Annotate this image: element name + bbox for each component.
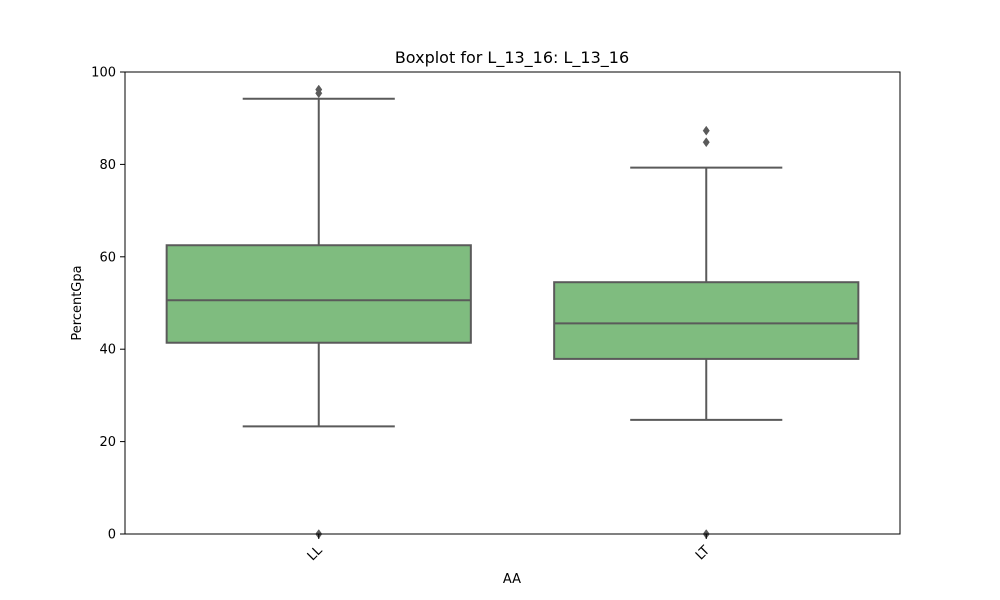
outlier-point — [702, 125, 710, 136]
box-group-lt — [553, 125, 860, 539]
y-axis: 0 20 40 60 80 100 — [91, 66, 125, 543]
box-group-ll — [165, 84, 472, 539]
y-tick-label: 0 — [108, 528, 116, 543]
x-tick-label-ll: LL — [305, 543, 326, 564]
y-tick-label: 20 — [99, 435, 116, 450]
y-tick-label: 80 — [99, 158, 116, 173]
iqr-box — [553, 281, 860, 360]
chart-title: Boxplot for L_13_16: L_13_16 — [395, 48, 629, 68]
x-tick-label-lt: LT — [693, 543, 713, 563]
x-axis-label: AA — [503, 572, 521, 587]
y-tick-label: 60 — [99, 250, 116, 265]
plot-area — [165, 84, 860, 539]
y-axis-label: PercentGpa — [70, 265, 85, 340]
outlier-point — [315, 84, 323, 95]
plot-frame — [124, 71, 901, 535]
x-axis: LL LT — [305, 534, 713, 564]
iqr-box — [165, 244, 472, 344]
y-tick-label: 40 — [99, 343, 116, 358]
y-tick-label: 100 — [91, 66, 116, 81]
outlier-point — [702, 137, 710, 148]
